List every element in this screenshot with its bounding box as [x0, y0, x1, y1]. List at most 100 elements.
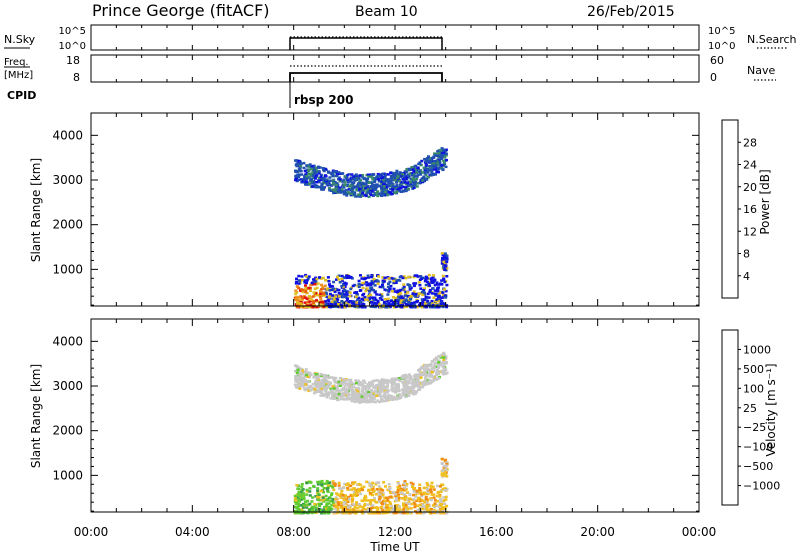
- echo-cell: [413, 181, 417, 185]
- echo-cell: [426, 492, 430, 496]
- echo-cell: [357, 490, 361, 493]
- echo-cell: [311, 171, 315, 174]
- echo-cell: [360, 186, 364, 189]
- echo-cell: [317, 179, 321, 182]
- echo-cell: [319, 373, 323, 376]
- echo-cell: [337, 389, 341, 392]
- echo-cell: [380, 390, 384, 393]
- echo-cell: [362, 511, 366, 515]
- echo-cell: [329, 382, 333, 385]
- echo-cell: [304, 284, 307, 287]
- echo-cell: [358, 299, 362, 303]
- echo-cell: [412, 184, 416, 187]
- echo-cell: [406, 291, 410, 294]
- echo-cell: [349, 177, 353, 181]
- echo-cell: [400, 491, 403, 495]
- echo-cell: [299, 503, 303, 507]
- echo-cell: [403, 389, 406, 392]
- echo-cell: [399, 489, 403, 492]
- echo-cell: [333, 181, 337, 184]
- echo-cell: [331, 486, 335, 489]
- echo-cell: [439, 302, 443, 306]
- echo-cell: [337, 481, 341, 485]
- echo-cell: [403, 495, 407, 498]
- echo-cell: [432, 364, 436, 367]
- echo-cell: [359, 492, 363, 496]
- echo-cell: [341, 496, 345, 500]
- echo-cell: [441, 256, 444, 260]
- echo-cell: [363, 277, 367, 281]
- echo-cell: [333, 385, 337, 389]
- echo-cell: [295, 285, 299, 288]
- echo-cell: [362, 177, 366, 180]
- echo-cell: [315, 181, 318, 184]
- echo-cell: [400, 190, 403, 193]
- nave-tick-bottom: 0: [710, 71, 717, 84]
- echo-cell: [298, 166, 302, 170]
- echo-cell: [426, 292, 430, 296]
- echo-cell: [298, 279, 301, 282]
- echo-cell: [417, 167, 420, 171]
- echo-cell: [407, 187, 410, 191]
- echo-cell: [378, 385, 381, 388]
- echo-cell: [401, 185, 405, 189]
- echo-cell: [388, 280, 392, 284]
- echo-cell: [409, 294, 413, 298]
- echo-cell: [430, 360, 434, 363]
- echo-cell: [426, 157, 430, 160]
- echo-cell: [427, 371, 431, 375]
- echo-cell: [332, 378, 336, 381]
- echo-cell: [313, 375, 317, 378]
- echo-cell: [361, 286, 365, 290]
- velocity-data-layer: [293, 351, 449, 515]
- echo-cell: [370, 189, 374, 193]
- echo-cell: [425, 481, 429, 485]
- echo-cell: [382, 502, 386, 505]
- echo-cell: [381, 183, 385, 186]
- echo-cell: [328, 179, 332, 182]
- echo-cell: [442, 499, 446, 503]
- echo-cell: [433, 502, 437, 505]
- echo-cell: [438, 503, 442, 507]
- echo-cell: [395, 497, 398, 500]
- echo-cell: [306, 277, 310, 280]
- echo-cell: [421, 512, 425, 515]
- echo-cell: [426, 487, 429, 491]
- echo-cell: [415, 511, 419, 514]
- echo-cell: [352, 391, 356, 395]
- echo-cell: [374, 305, 378, 309]
- velocity-colorbar-label: Velocity [m s⁻¹]: [764, 363, 778, 456]
- echo-cell: [347, 497, 351, 501]
- x-tick-label: 12:00: [378, 525, 413, 539]
- echo-cell: [332, 482, 336, 485]
- echo-cell: [429, 168, 433, 171]
- echo-cell: [365, 287, 369, 290]
- echo-cell: [305, 180, 309, 183]
- x-tick-label: 04:00: [175, 525, 210, 539]
- echo-cell: [423, 364, 427, 367]
- echo-cell: [428, 288, 432, 292]
- echo-cell: [301, 369, 304, 372]
- echo-cell: [396, 388, 400, 391]
- echo-cell: [398, 179, 402, 183]
- echo-cell: [445, 504, 449, 508]
- echo-cell: [400, 375, 404, 378]
- echo-cell: [320, 183, 324, 186]
- echo-cell: [438, 291, 442, 294]
- echo-cell: [361, 509, 365, 513]
- echo-cell: [392, 390, 396, 393]
- echo-cell: [345, 382, 348, 385]
- echo-cell: [352, 397, 355, 400]
- echo-cell: [350, 190, 354, 194]
- echo-cell: [440, 283, 444, 286]
- echo-cell: [445, 255, 449, 258]
- echo-cell: [304, 373, 308, 377]
- echo-cell: [356, 189, 360, 192]
- nsearch-tick-top: 10^5: [708, 26, 735, 37]
- echo-cell: [414, 379, 418, 383]
- echo-cell: [399, 509, 403, 512]
- echo-cell: [425, 158, 429, 161]
- echo-cell: [346, 183, 350, 187]
- echo-cell: [361, 194, 365, 197]
- echo-cell: [304, 305, 308, 308]
